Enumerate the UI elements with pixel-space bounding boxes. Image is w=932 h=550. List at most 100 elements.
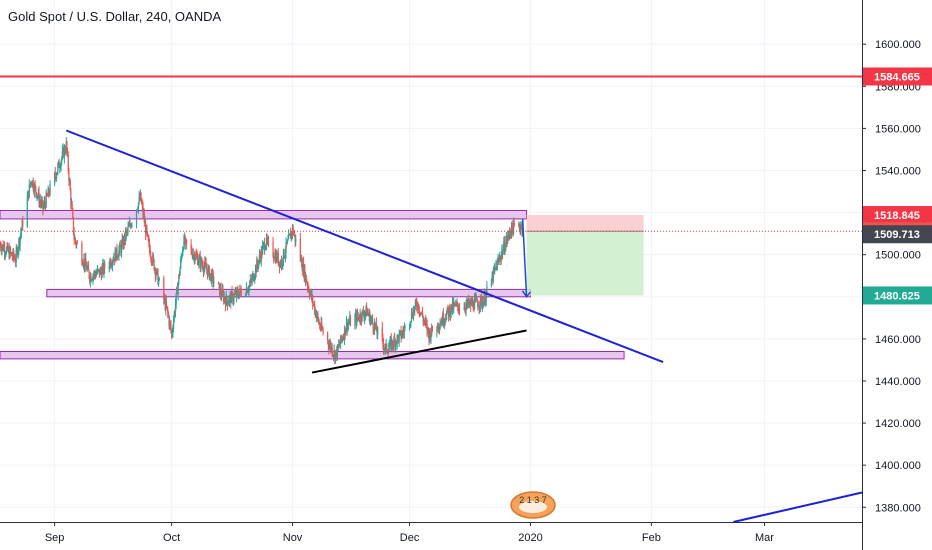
candle-body	[55, 176, 57, 179]
candle-body	[153, 259, 155, 270]
candle-body	[438, 327, 441, 329]
candle-body	[232, 292, 234, 302]
candle-body	[321, 328, 324, 330]
candle-body	[453, 303, 455, 310]
candle-body	[410, 320, 412, 324]
candle-body	[123, 237, 125, 244]
candle-body	[278, 261, 280, 264]
candle-body	[38, 191, 40, 204]
candle-body	[401, 331, 403, 337]
trendline[interactable]	[733, 491, 863, 523]
candle-body	[366, 306, 368, 316]
candle-body	[182, 248, 184, 251]
candle-body	[465, 304, 467, 311]
candle-body	[167, 308, 169, 313]
candle-body	[477, 302, 479, 308]
candle-body	[473, 299, 476, 310]
candle-body	[273, 258, 275, 260]
x-tick-label: Dec	[400, 532, 420, 544]
candle-body	[394, 339, 396, 348]
candle-body	[147, 235, 149, 241]
candle-body	[110, 265, 112, 267]
candle-body	[341, 338, 344, 340]
candle-body	[5, 248, 8, 254]
candle-body	[39, 200, 41, 203]
time-axis[interactable]	[0, 522, 862, 550]
candle-body	[263, 242, 266, 251]
candle-body	[354, 314, 357, 317]
price-axis[interactable]	[862, 0, 932, 550]
candle-body	[388, 345, 390, 349]
candle-body	[254, 267, 257, 277]
candle-body	[265, 246, 267, 248]
candle-body	[476, 298, 478, 303]
candle-body	[347, 323, 350, 325]
candle-body	[289, 233, 291, 235]
trendline[interactable]	[311, 329, 527, 374]
candle-body	[139, 192, 142, 200]
y-tick-label: 1500.000	[875, 250, 921, 262]
candle-body	[289, 233, 292, 239]
candle-body	[483, 302, 485, 307]
candle-body	[510, 233, 512, 235]
candle-body	[126, 230, 129, 232]
candle-body	[206, 269, 208, 276]
candle-body	[85, 258, 87, 266]
candle-body	[210, 273, 212, 283]
candle-body	[96, 269, 99, 274]
candle-body	[223, 297, 225, 302]
candle-body	[364, 314, 366, 318]
trendline[interactable]	[65, 129, 664, 363]
candle-body	[315, 316, 318, 318]
candle-body	[87, 265, 89, 268]
candle-body	[393, 337, 395, 347]
watermark-logo-center	[519, 501, 547, 513]
candle-body	[278, 261, 281, 268]
candle-body	[71, 203, 73, 211]
candle-body	[418, 311, 420, 313]
candle-body	[293, 234, 295, 236]
candle-body	[497, 259, 499, 262]
candle-body	[102, 264, 104, 269]
candle-body	[377, 327, 379, 335]
candle-body	[28, 184, 30, 198]
candle-body	[304, 274, 307, 281]
candle-body	[27, 191, 29, 197]
candle-body	[300, 257, 302, 260]
candle-body	[423, 320, 426, 322]
candle-body	[299, 238, 301, 260]
projection-arrow-line[interactable]	[521, 218, 528, 297]
candle-body	[67, 151, 69, 155]
candle-body	[386, 351, 389, 353]
candle-body	[15, 261, 17, 263]
candle-body	[408, 324, 411, 326]
candle-body	[39, 200, 41, 204]
candle-body	[211, 271, 213, 283]
candle-body	[410, 312, 413, 321]
candle-body	[520, 227, 522, 231]
support-resistance-zone[interactable]	[46, 288, 531, 298]
candle-body	[397, 335, 399, 337]
candle-body	[426, 323, 428, 332]
candle-body	[155, 273, 157, 276]
candle-body	[282, 262, 284, 265]
candle-body	[333, 350, 335, 356]
support-resistance-zone[interactable]	[0, 209, 528, 220]
candle-body	[34, 184, 36, 186]
position-stop-zone[interactable]	[526, 215, 644, 232]
position-target-zone[interactable]	[526, 231, 644, 296]
candle-body	[163, 298, 166, 300]
candle-body	[358, 316, 360, 320]
candle-body	[137, 209, 139, 211]
candle-body	[302, 262, 305, 276]
candle-body	[355, 314, 357, 324]
candle-body	[247, 291, 249, 293]
support-resistance-zone[interactable]	[0, 351, 625, 360]
candle-body	[292, 226, 294, 235]
candle-body	[250, 280, 252, 282]
candle-body	[100, 269, 102, 272]
candle-body	[46, 193, 48, 196]
candle-body	[262, 245, 264, 255]
